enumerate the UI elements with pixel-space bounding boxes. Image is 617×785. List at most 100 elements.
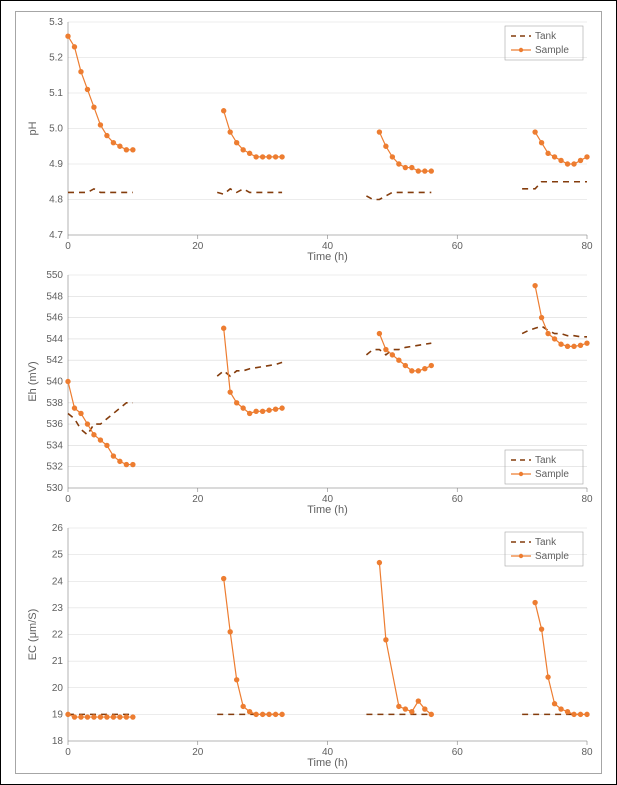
sample-marker — [228, 130, 232, 134]
y-tick-label: 22 — [52, 630, 64, 641]
y-tick-label: 25 — [52, 550, 64, 561]
y-tick-label: 540 — [46, 377, 63, 388]
x-tick-label: 20 — [192, 241, 204, 252]
sample-marker — [92, 433, 96, 437]
sample-marker — [280, 155, 284, 159]
sample-marker — [222, 109, 226, 113]
sample-marker — [273, 155, 277, 159]
sample-marker — [539, 141, 543, 145]
x-tick-label: 20 — [192, 494, 204, 505]
sample-marker — [416, 699, 420, 703]
sample-marker — [234, 678, 238, 682]
y-axis-title: EC (μm/S) — [27, 609, 39, 661]
legend-sample-label: Sample — [535, 551, 569, 562]
sample-marker — [280, 712, 284, 716]
sample-marker — [118, 459, 122, 463]
sample-marker — [234, 401, 238, 405]
legend-sample-marker — [519, 554, 523, 558]
page-frame: 4.74.84.95.05.15.25.3020406080Time (h)pH… — [0, 0, 617, 785]
sample-marker — [578, 158, 582, 162]
y-tick-label: 20 — [52, 683, 64, 694]
y-tick-label: 530 — [46, 483, 63, 494]
y-tick-label: 26 — [52, 523, 64, 534]
sample-marker — [578, 343, 582, 347]
sample-marker — [397, 704, 401, 708]
sample-marker — [390, 155, 394, 159]
x-tick-label: 60 — [452, 747, 464, 758]
sample-marker — [416, 169, 420, 173]
sample-marker — [403, 363, 407, 367]
y-tick-label: 18 — [52, 736, 64, 747]
sample-marker — [423, 367, 427, 371]
x-tick-label: 60 — [452, 241, 464, 252]
y-axis-title: Eh (mV) — [27, 361, 39, 401]
legend-tank-label: Tank — [535, 31, 557, 42]
y-tick-label: 536 — [46, 419, 63, 430]
sample-marker — [222, 326, 226, 330]
sample-marker — [377, 130, 381, 134]
y-tick-label: 538 — [46, 398, 63, 409]
sample-marker — [111, 454, 115, 458]
sample-marker — [79, 715, 83, 719]
sample-marker — [410, 710, 414, 714]
legend-sample-label: Sample — [535, 469, 569, 480]
sample-marker — [429, 169, 433, 173]
y-tick-label: 544 — [46, 334, 63, 345]
x-tick-label: 80 — [581, 241, 593, 252]
y-tick-label: 546 — [46, 313, 63, 324]
sample-marker — [377, 560, 381, 564]
sample-marker — [273, 712, 277, 716]
sample-marker — [565, 710, 569, 714]
sample-marker — [124, 462, 128, 466]
sample-marker — [416, 369, 420, 373]
sample-marker — [546, 675, 550, 679]
sample-marker — [124, 148, 128, 152]
sample-marker — [131, 715, 135, 719]
sample-marker — [403, 707, 407, 711]
sample-marker — [111, 715, 115, 719]
sample-marker — [384, 638, 388, 642]
sample-marker — [92, 105, 96, 109]
sample-marker — [572, 344, 576, 348]
y-tick-label: 21 — [52, 656, 64, 667]
sample-marker — [105, 133, 109, 137]
tank-series — [366, 343, 431, 355]
sample-marker — [241, 704, 245, 708]
sample-marker — [260, 712, 264, 716]
chart-ec: 181920212223242526020406080Time (h)EC (μ… — [22, 522, 595, 769]
sample-marker — [254, 409, 258, 413]
sample-marker — [254, 712, 258, 716]
sample-marker — [533, 130, 537, 134]
sample-marker — [539, 627, 543, 631]
sample-marker — [92, 715, 96, 719]
x-axis-title: Time (h) — [307, 504, 348, 516]
sample-marker — [66, 712, 70, 716]
y-tick-label: 534 — [46, 440, 63, 451]
sample-marker — [423, 169, 427, 173]
sample-marker — [429, 712, 433, 716]
sample-marker — [260, 155, 264, 159]
sample-marker — [410, 369, 414, 373]
y-tick-label: 4.7 — [49, 230, 63, 241]
legend-sample-marker — [519, 472, 523, 476]
sample-marker — [565, 162, 569, 166]
sample-marker — [559, 707, 563, 711]
sample-marker — [572, 162, 576, 166]
sample-marker — [254, 155, 258, 159]
sample-marker — [247, 411, 251, 415]
sample-marker — [72, 45, 76, 49]
sample-marker — [98, 715, 102, 719]
y-tick-label: 19 — [52, 709, 64, 720]
x-axis-title: Time (h) — [307, 251, 348, 263]
sample-marker — [585, 712, 589, 716]
sample-series — [224, 579, 282, 715]
sample-marker — [552, 702, 556, 706]
sample-marker — [423, 707, 427, 711]
y-tick-label: 5.0 — [49, 124, 63, 135]
x-tick-label: 0 — [65, 494, 71, 505]
sample-marker — [559, 158, 563, 162]
y-tick-label: 5.3 — [49, 17, 63, 28]
sample-marker — [377, 331, 381, 335]
x-axis-title: Time (h) — [307, 757, 348, 769]
tank-series — [522, 182, 587, 189]
